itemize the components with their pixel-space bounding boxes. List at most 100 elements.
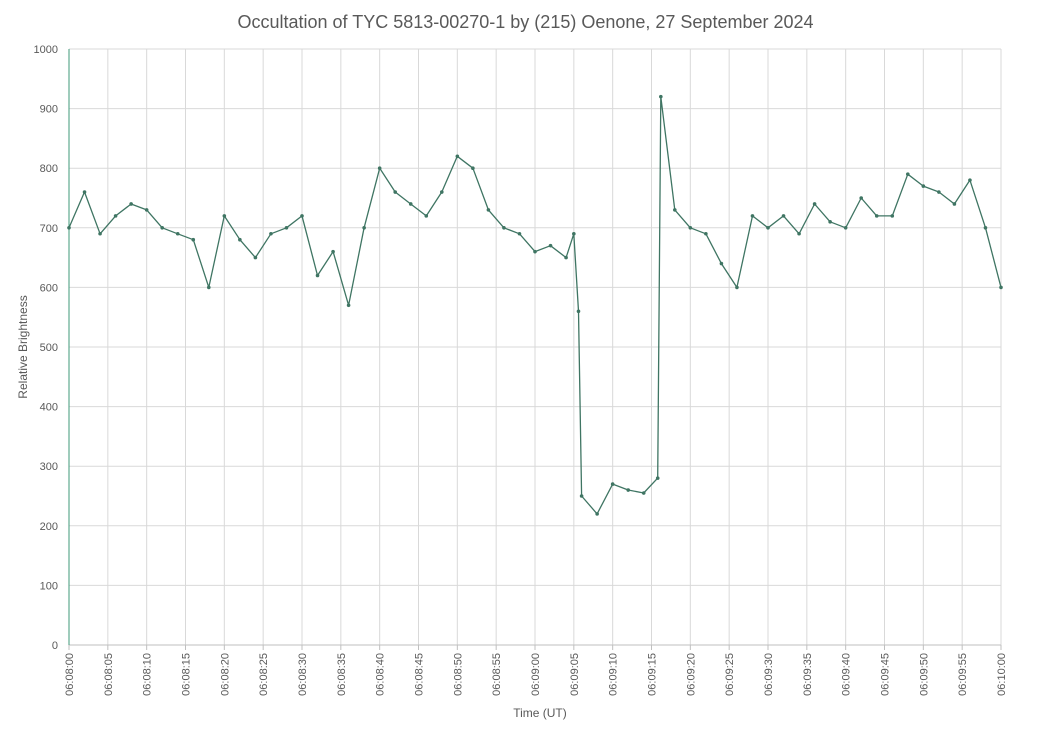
data-point — [572, 231, 576, 236]
data-point — [610, 482, 615, 486]
data-point — [82, 190, 87, 194]
x-tick-label: 06:08:35 — [336, 653, 348, 696]
data-point — [315, 273, 320, 278]
y-tick-label: 700 — [40, 223, 58, 235]
data-point — [455, 154, 460, 159]
data-point — [766, 226, 770, 230]
data-point — [812, 202, 817, 206]
y-tick-label: 500 — [40, 342, 58, 354]
data-point — [424, 214, 429, 218]
data-point — [564, 255, 568, 260]
data-point — [533, 249, 537, 254]
x-tick-label: 06:08:20 — [219, 653, 231, 696]
x-tick-label: 06:08:25 — [258, 653, 270, 696]
data-point — [576, 309, 581, 314]
data-point — [471, 166, 475, 170]
data-point — [300, 214, 304, 218]
data-point — [346, 303, 351, 308]
data-point — [222, 214, 227, 218]
data-point — [595, 512, 599, 516]
x-tick-label: 06:09:45 — [880, 653, 892, 696]
data-point — [253, 255, 258, 260]
x-tick-label: 06:08:30 — [297, 653, 309, 696]
x-tick-label: 06:09:40 — [841, 653, 853, 696]
data-point — [968, 178, 972, 182]
x-tick-label: 06:08:15 — [181, 653, 193, 696]
x-tick-label: 06:09:55 — [957, 653, 969, 696]
x-axis-title: Time (UT) — [513, 706, 567, 720]
data-point — [673, 208, 677, 212]
x-tick-label: 06:08:10 — [142, 653, 154, 696]
data-point — [486, 208, 491, 212]
data-point — [735, 285, 739, 290]
data-point — [579, 494, 584, 498]
data-point — [999, 285, 1003, 290]
data-point — [719, 261, 724, 266]
data-point — [175, 231, 180, 236]
data-point — [284, 226, 289, 230]
data-point — [859, 196, 863, 200]
y-tick-label: 0 — [52, 640, 58, 652]
data-point — [502, 226, 506, 230]
data-point — [704, 231, 708, 236]
data-point — [191, 237, 196, 242]
data-point — [408, 202, 413, 206]
data-point — [144, 208, 149, 212]
x-tick-label: 06:09:00 — [530, 653, 542, 696]
data-point — [160, 226, 164, 230]
data-point — [626, 488, 630, 492]
data-point — [688, 226, 693, 230]
data-point — [548, 243, 553, 248]
data-point — [890, 214, 895, 218]
data-point — [362, 226, 366, 230]
x-tick-label: 06:08:40 — [375, 653, 387, 696]
data-point — [843, 226, 848, 230]
data-point — [750, 214, 755, 218]
data-point — [952, 202, 957, 206]
data-point — [207, 285, 211, 290]
data-point — [440, 190, 444, 194]
data-point — [641, 491, 646, 495]
y-tick-label: 300 — [40, 461, 58, 473]
x-tick-label: 06:08:00 — [64, 653, 76, 696]
x-tick-label: 06:09:30 — [763, 653, 775, 696]
y-tick-label: 600 — [40, 282, 58, 294]
x-tick-label: 06:09:50 — [918, 653, 930, 696]
data-point — [377, 166, 382, 170]
data-point — [113, 214, 118, 218]
x-tick-label: 06:09:05 — [569, 653, 581, 696]
data-point — [67, 226, 71, 230]
x-tick-label: 06:09:10 — [608, 653, 620, 696]
x-tick-label: 06:08:45 — [414, 653, 426, 696]
x-tick-label: 06:09:15 — [647, 653, 659, 696]
data-point — [517, 231, 522, 236]
data-point — [921, 184, 926, 188]
x-tick-label: 06:08:50 — [452, 653, 464, 696]
x-tick-label: 06:08:55 — [491, 653, 503, 696]
y-tick-label: 1000 — [34, 44, 58, 56]
y-tick-label: 100 — [40, 580, 58, 592]
data-point — [983, 226, 988, 230]
data-point — [906, 172, 910, 176]
data-point — [874, 214, 879, 218]
series-line — [68, 96, 1002, 515]
data-point — [393, 190, 398, 194]
y-axis-title: Relative Brightness — [16, 295, 30, 398]
data-point — [659, 94, 663, 99]
data-point — [238, 237, 242, 242]
y-tick-label: 400 — [40, 402, 58, 414]
data-point — [269, 231, 273, 236]
data-point — [655, 476, 660, 480]
data-point — [331, 249, 335, 254]
x-tick-label: 06:09:20 — [685, 653, 697, 696]
x-tick-label: 06:08:05 — [103, 653, 115, 696]
y-tick-label: 900 — [40, 104, 58, 116]
data-point — [781, 214, 786, 218]
data-point — [129, 202, 133, 206]
x-tick-label: 06:10:00 — [996, 653, 1008, 696]
x-tick-label: 06:09:35 — [802, 653, 814, 696]
data-point — [797, 231, 801, 236]
data-point — [98, 231, 102, 236]
